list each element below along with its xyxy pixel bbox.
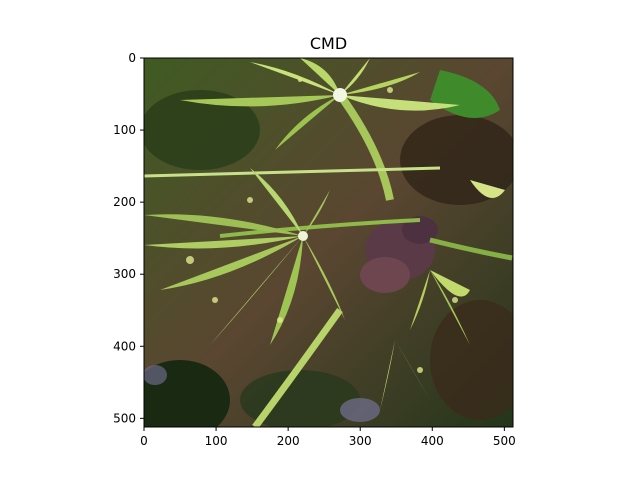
x-tick-label: 300 — [349, 434, 372, 448]
y-tick-label: 200 — [113, 195, 136, 209]
y-tick-label: 100 — [113, 123, 136, 137]
cassava-leaf-image — [144, 58, 513, 427]
right-leaves — [380, 180, 505, 410]
x-tick-label: 200 — [277, 434, 300, 448]
y-tick-label: 400 — [113, 339, 136, 353]
top-leaf — [180, 58, 460, 150]
x-tick-label: 400 — [421, 434, 444, 448]
plot-frame — [143, 57, 514, 428]
y-tick-label: 500 — [113, 411, 136, 425]
x-tick-label: 500 — [493, 434, 516, 448]
plot-title: CMD — [310, 34, 347, 53]
y-tick-label: 300 — [113, 267, 136, 281]
x-axis: 0 100 200 300 400 500 — [140, 427, 516, 448]
x-tick-label: 0 — [140, 434, 148, 448]
x-tick-label: 100 — [205, 434, 228, 448]
y-axis: 0 100 200 300 400 500 — [113, 51, 144, 425]
y-tick-label: 0 — [128, 51, 136, 65]
